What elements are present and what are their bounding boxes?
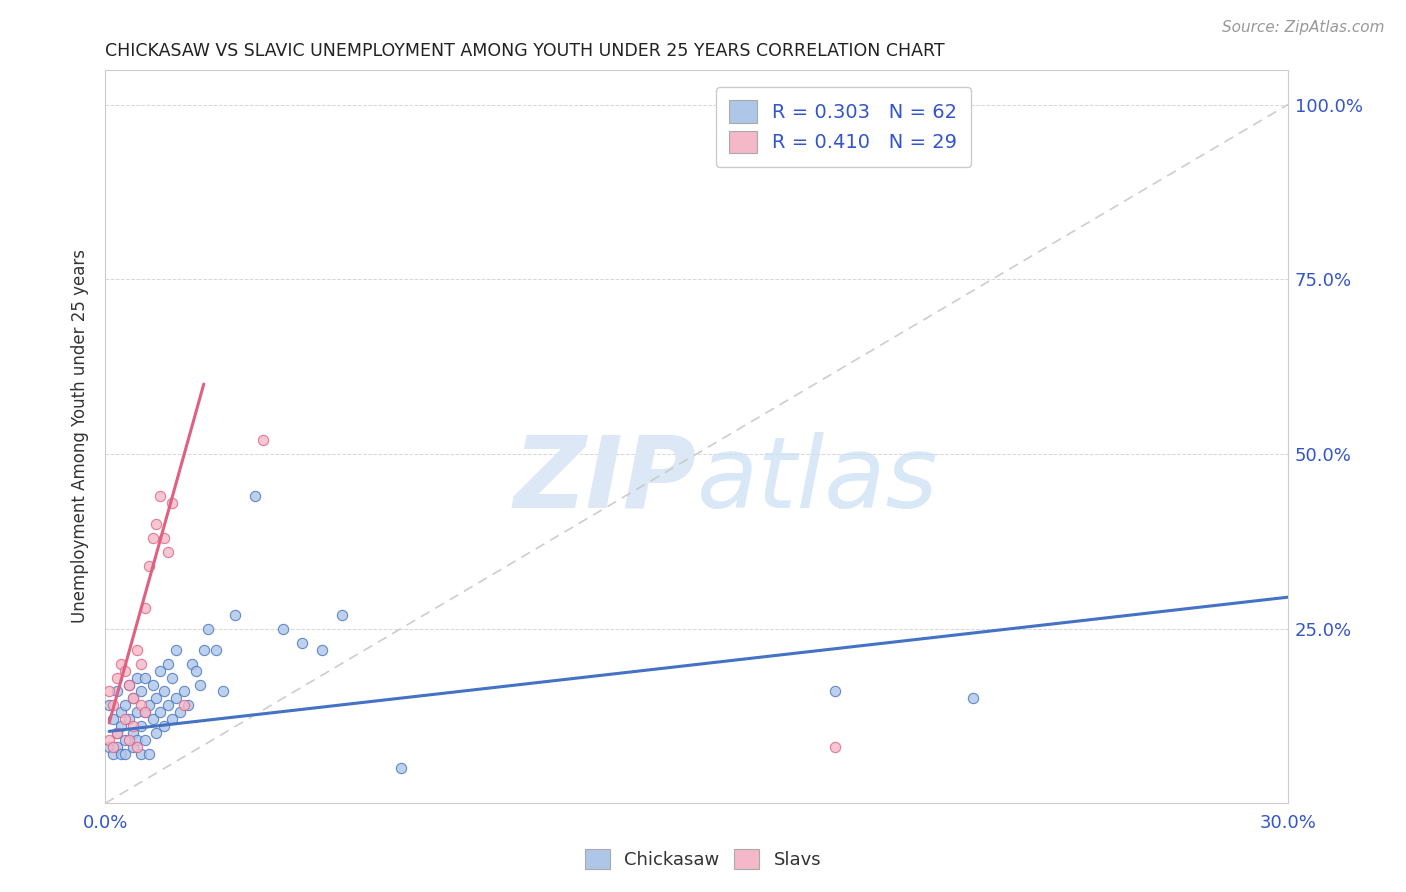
- Point: [121, 691, 143, 706]
- Point: [138, 558, 160, 573]
- Point: [125, 642, 148, 657]
- Point: [291, 635, 314, 649]
- Point: [962, 691, 984, 706]
- Point: [110, 657, 132, 671]
- Point: [141, 677, 163, 691]
- Point: [125, 740, 148, 755]
- Point: [125, 671, 148, 685]
- Point: [824, 740, 846, 755]
- Point: [114, 664, 136, 678]
- Point: [160, 671, 183, 685]
- Point: [105, 726, 128, 740]
- Point: [101, 740, 124, 755]
- Point: [141, 713, 163, 727]
- Point: [114, 747, 136, 762]
- Point: [129, 719, 152, 733]
- Text: CHICKASAW VS SLAVIC UNEMPLOYMENT AMONG YOUTH UNDER 25 YEARS CORRELATION CHART: CHICKASAW VS SLAVIC UNEMPLOYMENT AMONG Y…: [105, 42, 945, 60]
- Point: [160, 496, 183, 510]
- Point: [173, 684, 195, 698]
- Legend: R = 0.303   N = 62, R = 0.410   N = 29: R = 0.303 N = 62, R = 0.410 N = 29: [716, 87, 970, 167]
- Point: [153, 684, 176, 698]
- Point: [160, 713, 183, 727]
- Point: [101, 713, 124, 727]
- Point: [134, 733, 156, 747]
- Point: [118, 677, 141, 691]
- Point: [114, 698, 136, 713]
- Point: [157, 545, 180, 559]
- Point: [193, 642, 215, 657]
- Point: [114, 713, 136, 727]
- Point: [165, 642, 187, 657]
- Point: [271, 622, 294, 636]
- Text: ZIP: ZIP: [513, 432, 696, 529]
- Point: [138, 747, 160, 762]
- Point: [114, 733, 136, 747]
- Point: [184, 664, 207, 678]
- Point: [134, 706, 156, 720]
- Point: [105, 726, 128, 740]
- Point: [98, 740, 121, 755]
- Point: [243, 489, 266, 503]
- Point: [157, 657, 180, 671]
- Point: [98, 698, 121, 713]
- Point: [129, 747, 152, 762]
- Point: [125, 706, 148, 720]
- Point: [145, 516, 167, 531]
- Point: [118, 733, 141, 747]
- Point: [181, 657, 204, 671]
- Point: [169, 706, 191, 720]
- Point: [121, 740, 143, 755]
- Point: [149, 664, 172, 678]
- Point: [149, 706, 172, 720]
- Point: [98, 733, 121, 747]
- Point: [252, 433, 274, 447]
- Point: [110, 747, 132, 762]
- Point: [311, 642, 333, 657]
- Point: [389, 761, 412, 775]
- Point: [129, 657, 152, 671]
- Point: [134, 706, 156, 720]
- Point: [153, 719, 176, 733]
- Point: [118, 713, 141, 727]
- Point: [157, 698, 180, 713]
- Point: [134, 671, 156, 685]
- Point: [101, 747, 124, 762]
- Point: [98, 684, 121, 698]
- Legend: Chickasaw, Slavs: Chickasaw, Slavs: [575, 839, 831, 879]
- Point: [145, 726, 167, 740]
- Y-axis label: Unemployment Among Youth under 25 years: Unemployment Among Youth under 25 years: [72, 250, 89, 624]
- Point: [224, 607, 246, 622]
- Point: [129, 684, 152, 698]
- Point: [173, 698, 195, 713]
- Point: [177, 698, 200, 713]
- Point: [105, 740, 128, 755]
- Point: [129, 698, 152, 713]
- Point: [149, 489, 172, 503]
- Point: [121, 726, 143, 740]
- Text: Source: ZipAtlas.com: Source: ZipAtlas.com: [1222, 20, 1385, 35]
- Point: [121, 691, 143, 706]
- Point: [165, 691, 187, 706]
- Point: [197, 622, 219, 636]
- Point: [188, 677, 211, 691]
- Point: [105, 671, 128, 685]
- Point: [204, 642, 226, 657]
- Point: [824, 684, 846, 698]
- Point: [105, 684, 128, 698]
- Point: [145, 691, 167, 706]
- Point: [125, 733, 148, 747]
- Point: [153, 531, 176, 545]
- Point: [101, 698, 124, 713]
- Point: [138, 698, 160, 713]
- Point: [141, 531, 163, 545]
- Point: [121, 719, 143, 733]
- Text: atlas: atlas: [696, 432, 938, 529]
- Point: [118, 677, 141, 691]
- Point: [110, 719, 132, 733]
- Point: [330, 607, 353, 622]
- Point: [134, 600, 156, 615]
- Point: [212, 684, 235, 698]
- Point: [110, 706, 132, 720]
